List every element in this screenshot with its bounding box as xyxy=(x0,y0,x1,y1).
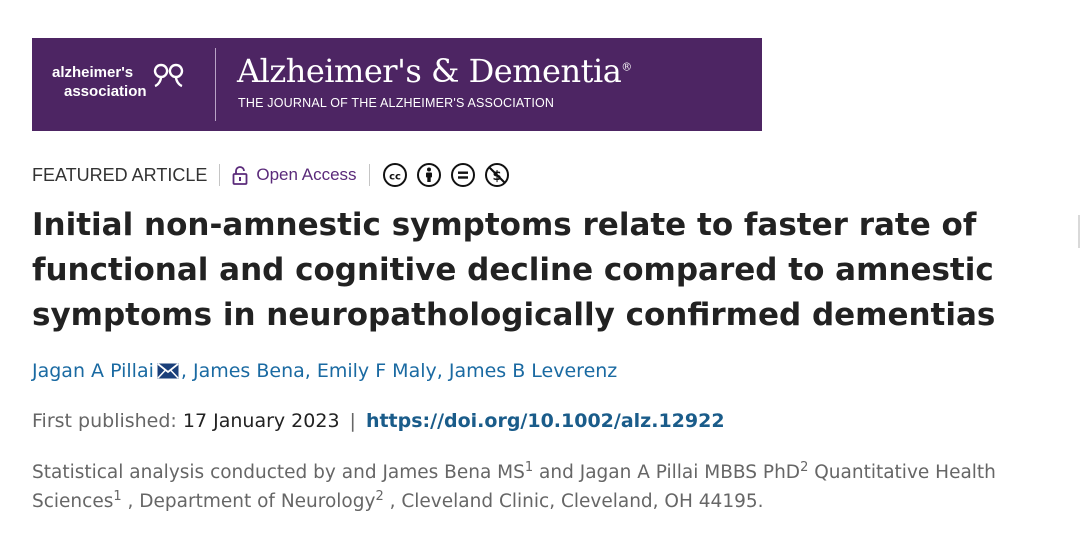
lock-open-icon xyxy=(232,165,248,185)
by-icon xyxy=(416,163,441,187)
scrollbar-edge[interactable] xyxy=(1078,215,1080,248)
meta-separator-2 xyxy=(368,164,370,186)
article-type: FEATURED ARTICLE xyxy=(32,164,208,185)
journal-title[interactable]: Alzheimer's & Dementia® xyxy=(237,52,632,90)
affiliation-text-4: , Department of Neurology xyxy=(121,491,376,512)
first-published-date: 17 January 2023 xyxy=(182,410,340,432)
doi-link[interactable]: https://doi.org/10.1002/alz.12922 xyxy=(365,410,725,432)
article-title: Initial non-amnestic symptoms relate to … xyxy=(32,207,996,333)
author-comma: , xyxy=(304,360,317,382)
affiliation-note: Statistical analysis conducted by and Ja… xyxy=(32,458,1052,516)
publication-separator: | xyxy=(349,410,356,432)
banner-divider xyxy=(215,48,216,121)
affiliation-sup-2: 2 xyxy=(800,459,809,475)
association-symbol-icon xyxy=(153,63,184,88)
author-link-pillai[interactable]: Jagan A Pillai xyxy=(32,360,154,382)
affiliation-text-3: Quantitative Health Sciences xyxy=(32,462,996,512)
open-access-label: Open Access xyxy=(256,165,357,184)
logo-line1: alzheimer's xyxy=(52,64,134,81)
affiliation-sup-1: 1 xyxy=(524,459,534,475)
affiliation-text-1: Statistical analysis conducted by and Ja… xyxy=(32,462,525,483)
author-link-leverenz[interactable]: James B Leverenz xyxy=(448,360,618,382)
logo-line2: association xyxy=(64,83,147,100)
affiliation-text-5: , Cleveland Clinic, Cleveland, OH 44195. xyxy=(383,491,764,512)
registered-mark: ® xyxy=(621,60,632,74)
journal-banner[interactable]: alzheimer's association Alzheimer's & De… xyxy=(32,38,762,131)
author-comma: , xyxy=(180,360,193,382)
envelope-icon[interactable] xyxy=(157,363,179,379)
affiliation-sup-3: 1 xyxy=(113,488,122,504)
nd-icon xyxy=(450,163,475,187)
alzheimers-association-logo[interactable]: alzheimer's association xyxy=(52,62,202,108)
affiliation-sup-4: 2 xyxy=(375,488,384,504)
first-published-label: First published: xyxy=(32,410,177,432)
journal-subtitle: THE JOURNAL OF THE ALZHEIMER'S ASSOCIATI… xyxy=(238,96,555,110)
svg-text:$: $ xyxy=(492,169,501,184)
affiliation-text-2: and Jagan A Pillai MBBS PhD xyxy=(533,462,801,483)
author-link-bena[interactable]: James Bena xyxy=(192,360,305,382)
nc-icon: $ xyxy=(484,163,509,187)
meta-separator xyxy=(219,164,221,186)
svg-text:cc: cc xyxy=(389,172,401,183)
license-icons[interactable]: cc $ xyxy=(382,162,518,188)
article-meta-row: FEATURED ARTICLE Open Access cc $ xyxy=(32,160,518,190)
author-comma: , xyxy=(436,360,449,382)
author-link-maly[interactable]: Emily F Maly xyxy=(316,360,437,382)
author-list: Jagan A Pillai , James Bena, Emily F Mal… xyxy=(32,360,617,382)
cc-icon: cc xyxy=(382,163,407,187)
journal-title-text: Alzheimer's & Dementia xyxy=(237,52,622,90)
open-access-badge[interactable]: Open Access xyxy=(232,165,357,185)
publication-info: First published: 17 January 2023 | https:/… xyxy=(32,410,725,432)
